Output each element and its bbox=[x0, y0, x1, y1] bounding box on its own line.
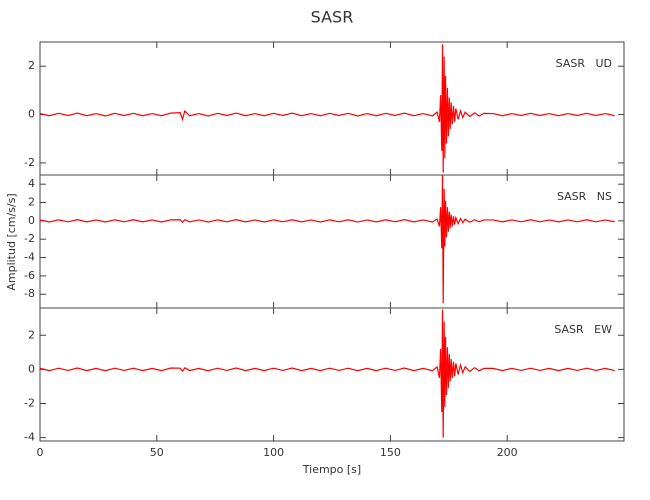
y-tick-label: -4 bbox=[24, 251, 35, 264]
y-tick-label: 2 bbox=[28, 196, 35, 209]
y-tick-label: 2 bbox=[28, 328, 35, 341]
y-tick-label: 4 bbox=[28, 177, 35, 190]
panel-frame bbox=[39, 41, 625, 176]
y-tick-label: 0 bbox=[28, 214, 35, 227]
y-tick-label: -4 bbox=[24, 431, 35, 444]
panel-frame bbox=[39, 174, 625, 309]
y-tick-label: 0 bbox=[28, 362, 35, 375]
y-tick-label: -2 bbox=[24, 232, 35, 245]
x-tick-label: 100 bbox=[263, 446, 284, 459]
y-axis-label: Amplitud [cm/s/s] bbox=[5, 193, 18, 290]
panel-label: SASR UD bbox=[556, 57, 612, 70]
x-tick-label: 50 bbox=[150, 446, 164, 459]
y-tick-label: -8 bbox=[24, 287, 35, 300]
panel-frame bbox=[39, 307, 625, 442]
x-tick-label: 200 bbox=[497, 446, 518, 459]
y-tick-label: -2 bbox=[24, 396, 35, 409]
waveform bbox=[39, 44, 615, 173]
panel-label: SASR NS bbox=[557, 190, 612, 203]
x-tick-label: 150 bbox=[380, 446, 401, 459]
y-tick-label: -6 bbox=[24, 269, 35, 282]
y-tick-label: -2 bbox=[24, 156, 35, 169]
waveform bbox=[39, 174, 615, 304]
y-tick-label: 0 bbox=[28, 108, 35, 121]
x-tick-label: 0 bbox=[37, 446, 44, 459]
chart-title: SASR bbox=[311, 8, 354, 27]
panel-label: SASR EW bbox=[554, 323, 612, 336]
x-axis-label: Tiempo [s] bbox=[302, 463, 361, 476]
y-tick-label: 2 bbox=[28, 59, 35, 72]
waveform bbox=[39, 309, 615, 438]
